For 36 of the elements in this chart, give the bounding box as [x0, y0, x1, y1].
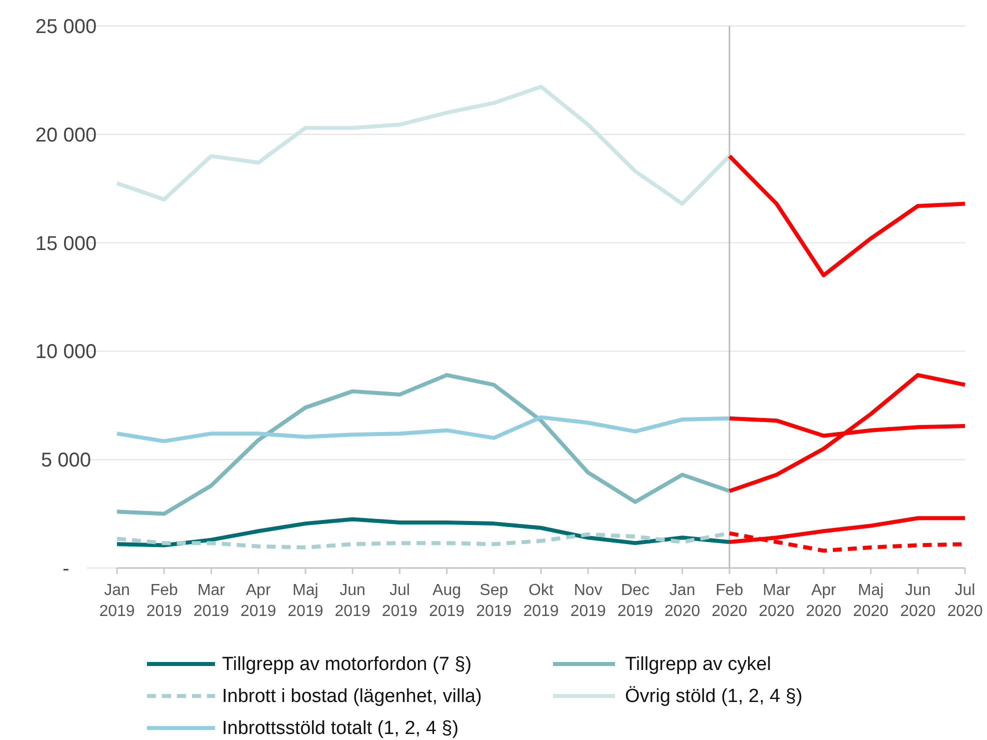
- x-tick-label: Jun 2020: [900, 582, 936, 620]
- x-tick-label: Apr 2020: [806, 582, 842, 620]
- legend-label: Tillgrepp av motorfordon (7 §): [222, 654, 472, 675]
- legend-label: Inbrott i bostad (lägenhet, villa): [222, 686, 482, 707]
- x-tick-label: Jul 2020: [947, 582, 983, 620]
- line-series: [115, 415, 732, 444]
- y-tick-label: 20 000: [35, 124, 97, 146]
- x-tick-label: Sep 2019: [476, 582, 512, 620]
- x-tick-label: Nov 2019: [570, 582, 606, 620]
- x-tick-label: Mar 2020: [758, 582, 794, 620]
- line-series: [727, 373, 967, 494]
- legend-label: Tillgrepp av cykel: [625, 654, 772, 675]
- y-tick-label: -: [62, 558, 70, 580]
- x-tick-label: Mar 2019: [193, 582, 230, 620]
- x-tick-label: Feb 2019: [146, 582, 182, 620]
- y-tick-label: 15 000: [35, 232, 97, 255]
- x-tick-label: Okt 2019: [523, 582, 559, 620]
- y-tick-label: 25 000: [35, 16, 97, 38]
- x-tick-label: Feb 2020: [712, 582, 748, 620]
- line-series: [115, 373, 732, 516]
- x-tick-label: Maj 2020: [852, 582, 889, 620]
- x-tick-label: Apr 2019: [240, 582, 276, 620]
- x-tick-label: Maj 2019: [288, 582, 324, 620]
- x-tick-label: Jan 2020: [664, 582, 700, 620]
- legend-label: Inbrottsstöld totalt (1, 2, 4 §): [222, 718, 459, 739]
- x-tick-label: Jun 2019: [334, 582, 370, 620]
- x-tick-label: Dec 2019: [617, 582, 654, 620]
- x-tick-label: Aug 2019: [428, 582, 465, 620]
- x-tick-label: Jan 2019: [99, 582, 135, 620]
- y-tick-label: 5 000: [40, 450, 92, 472]
- x-tick-label: Jul 2019: [382, 582, 418, 620]
- line-series: [115, 517, 732, 548]
- y-tick-label: 10 000: [35, 341, 97, 364]
- line-series: [115, 84, 732, 206]
- legend-label: Övrig stöld (1, 2, 4 §): [625, 686, 802, 707]
- line-series: [727, 154, 967, 278]
